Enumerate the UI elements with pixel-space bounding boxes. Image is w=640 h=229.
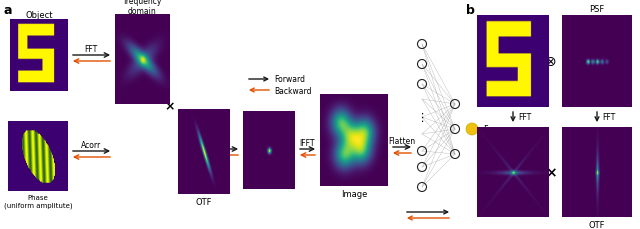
Text: ⋮: ⋮ [417, 112, 428, 123]
Text: FFT: FFT [518, 113, 531, 122]
Text: ×: × [545, 165, 557, 179]
Text: Flatten: Flatten [388, 136, 415, 145]
Text: FFT: FFT [84, 45, 98, 54]
Text: Object in
frequency
domain: Object in frequency domain [124, 0, 162, 16]
Text: a: a [4, 3, 13, 16]
Text: PSF: PSF [589, 5, 605, 14]
Text: ⊗: ⊗ [545, 55, 557, 69]
Text: IFFT: IFFT [300, 138, 315, 147]
Text: Backward: Backward [274, 86, 312, 95]
Text: Forward: Forward [274, 75, 305, 84]
Text: Object: Object [25, 11, 52, 19]
Text: FFT: FFT [602, 113, 615, 122]
Text: Phase
(uniform amplitute): Phase (uniform amplitute) [4, 194, 72, 208]
Text: Image: Image [341, 190, 367, 199]
Text: b: b [466, 3, 475, 16]
Text: 5: 5 [483, 125, 488, 134]
Text: ×: × [164, 100, 175, 113]
Text: OTF: OTF [589, 221, 605, 229]
Text: Acorr: Acorr [81, 141, 101, 150]
Text: OTF: OTF [196, 198, 212, 207]
Circle shape [466, 123, 478, 135]
